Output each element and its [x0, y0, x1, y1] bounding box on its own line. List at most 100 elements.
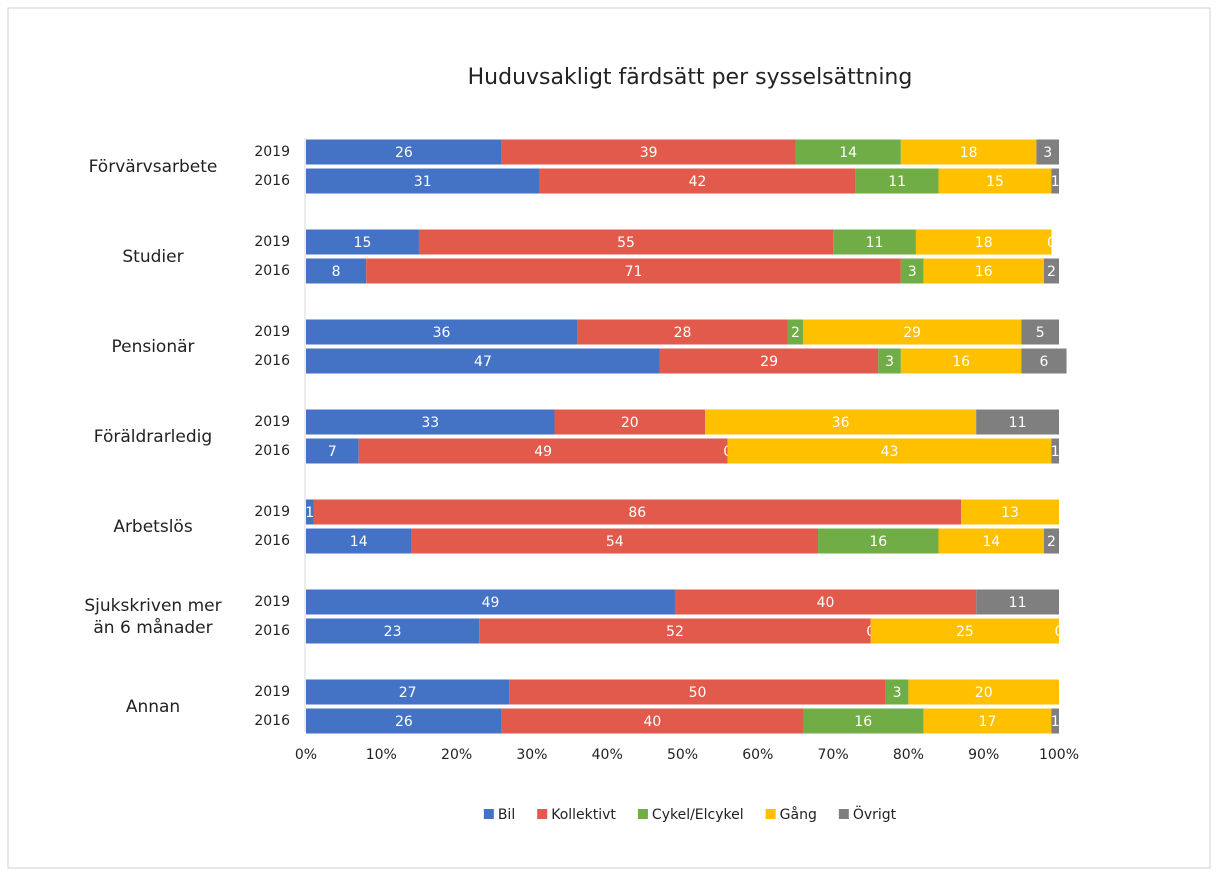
year-label: 2019	[254, 414, 290, 430]
bar-segment	[501, 139, 796, 165]
bar-segment	[900, 139, 1037, 165]
bar-segment	[705, 409, 977, 435]
bar-segment	[306, 168, 540, 194]
data-label: 3	[893, 685, 902, 701]
data-label: 11	[1009, 415, 1027, 431]
data-label: 18	[975, 235, 993, 251]
bar-segment	[976, 409, 1059, 435]
x-tick-label: 100%	[1039, 747, 1079, 763]
bar-segment	[961, 499, 1059, 525]
bar-segment	[306, 409, 555, 435]
bar-segment	[306, 679, 510, 705]
data-label: 49	[534, 444, 552, 460]
group-label: Arbetslös	[113, 516, 193, 537]
data-label: 1	[305, 505, 314, 521]
data-label: 11	[1009, 595, 1027, 611]
legend-swatch	[483, 809, 494, 819]
data-label: 42	[689, 174, 707, 190]
data-label: 26	[395, 714, 413, 730]
data-label: 16	[975, 264, 993, 280]
bar-segment	[1043, 258, 1059, 284]
data-label: 5	[1036, 325, 1045, 341]
x-tick-label: 80%	[893, 747, 924, 763]
bar-segment	[795, 139, 901, 165]
data-label: 11	[888, 174, 906, 190]
bar-segment	[870, 618, 1059, 644]
data-label: 2	[1047, 264, 1056, 280]
group-label: Studier	[122, 246, 184, 267]
bar-segment	[855, 168, 939, 194]
legend-swatch	[838, 809, 849, 819]
data-label: 55	[617, 235, 635, 251]
data-label: 29	[903, 325, 921, 341]
bar-segment	[659, 348, 879, 374]
data-label: 50	[689, 685, 707, 701]
bar-segment	[915, 229, 1052, 255]
bar-segment	[501, 708, 803, 734]
data-label: 52	[666, 624, 684, 640]
bar-segment	[539, 168, 856, 194]
data-label: 8	[332, 264, 341, 280]
x-tick-label: 0%	[295, 747, 317, 763]
legend-label: Gång	[780, 806, 817, 823]
data-label: 13	[1001, 505, 1019, 521]
bar-segment	[306, 139, 502, 165]
bar-segment	[306, 319, 578, 345]
bar-segment	[802, 319, 1022, 345]
bar-segment	[938, 528, 1044, 554]
year-label: 2019	[254, 324, 290, 340]
bar-segment	[674, 589, 977, 615]
data-label: 27	[399, 685, 417, 701]
year-label: 2019	[254, 594, 290, 610]
x-tick-label: 50%	[667, 747, 698, 763]
bar-segment	[802, 708, 924, 734]
year-label: 2019	[254, 684, 290, 700]
bar-segment	[1043, 528, 1059, 554]
bar-segment	[818, 528, 939, 554]
legend-label: Övrigt	[853, 805, 897, 823]
data-label: 28	[674, 325, 692, 341]
bar-segment	[306, 499, 314, 525]
bar-segment	[509, 679, 886, 705]
data-label: 25	[956, 624, 974, 640]
data-label: 3	[1043, 145, 1052, 161]
data-label: 14	[839, 145, 857, 161]
bar-segment	[306, 618, 480, 644]
year-label: 2019	[254, 234, 290, 250]
data-label: 18	[960, 145, 978, 161]
legend-label: Kollektivt	[551, 807, 616, 823]
data-label: 0	[1047, 235, 1056, 251]
bar-segment	[908, 679, 1059, 705]
year-label: 2019	[254, 144, 290, 160]
bar-segment	[900, 348, 1022, 374]
year-label: 2019	[254, 504, 290, 520]
bar-segment	[358, 438, 728, 464]
bar-segment	[1021, 348, 1067, 374]
data-label: 36	[832, 415, 850, 431]
data-label: 15	[986, 174, 1004, 190]
data-label: 47	[474, 354, 492, 370]
data-label: 3	[885, 354, 894, 370]
x-tick-label: 70%	[818, 747, 849, 763]
group-label: Pensionär	[111, 336, 195, 357]
data-label: 14	[350, 534, 368, 550]
data-label: 3	[908, 264, 917, 280]
data-label: 39	[640, 145, 658, 161]
x-tick-label: 40%	[592, 747, 623, 763]
legend-label: Bil	[498, 807, 515, 823]
x-tick-label: 10%	[366, 747, 397, 763]
year-label: 2016	[254, 353, 290, 369]
data-label: 20	[621, 415, 639, 431]
bar-segment	[554, 409, 706, 435]
bar-segment	[306, 348, 660, 374]
data-label: 40	[643, 714, 661, 730]
bar-segment	[306, 229, 419, 255]
group-label: Förvärvsarbete	[88, 156, 218, 177]
bar-segment	[878, 348, 901, 374]
bar-segment	[1036, 139, 1059, 165]
bar-segment	[923, 708, 1052, 734]
bar-segment	[479, 618, 871, 644]
x-tick-label: 30%	[516, 747, 547, 763]
data-label: 33	[421, 415, 439, 431]
bar-segment	[1051, 168, 1059, 194]
